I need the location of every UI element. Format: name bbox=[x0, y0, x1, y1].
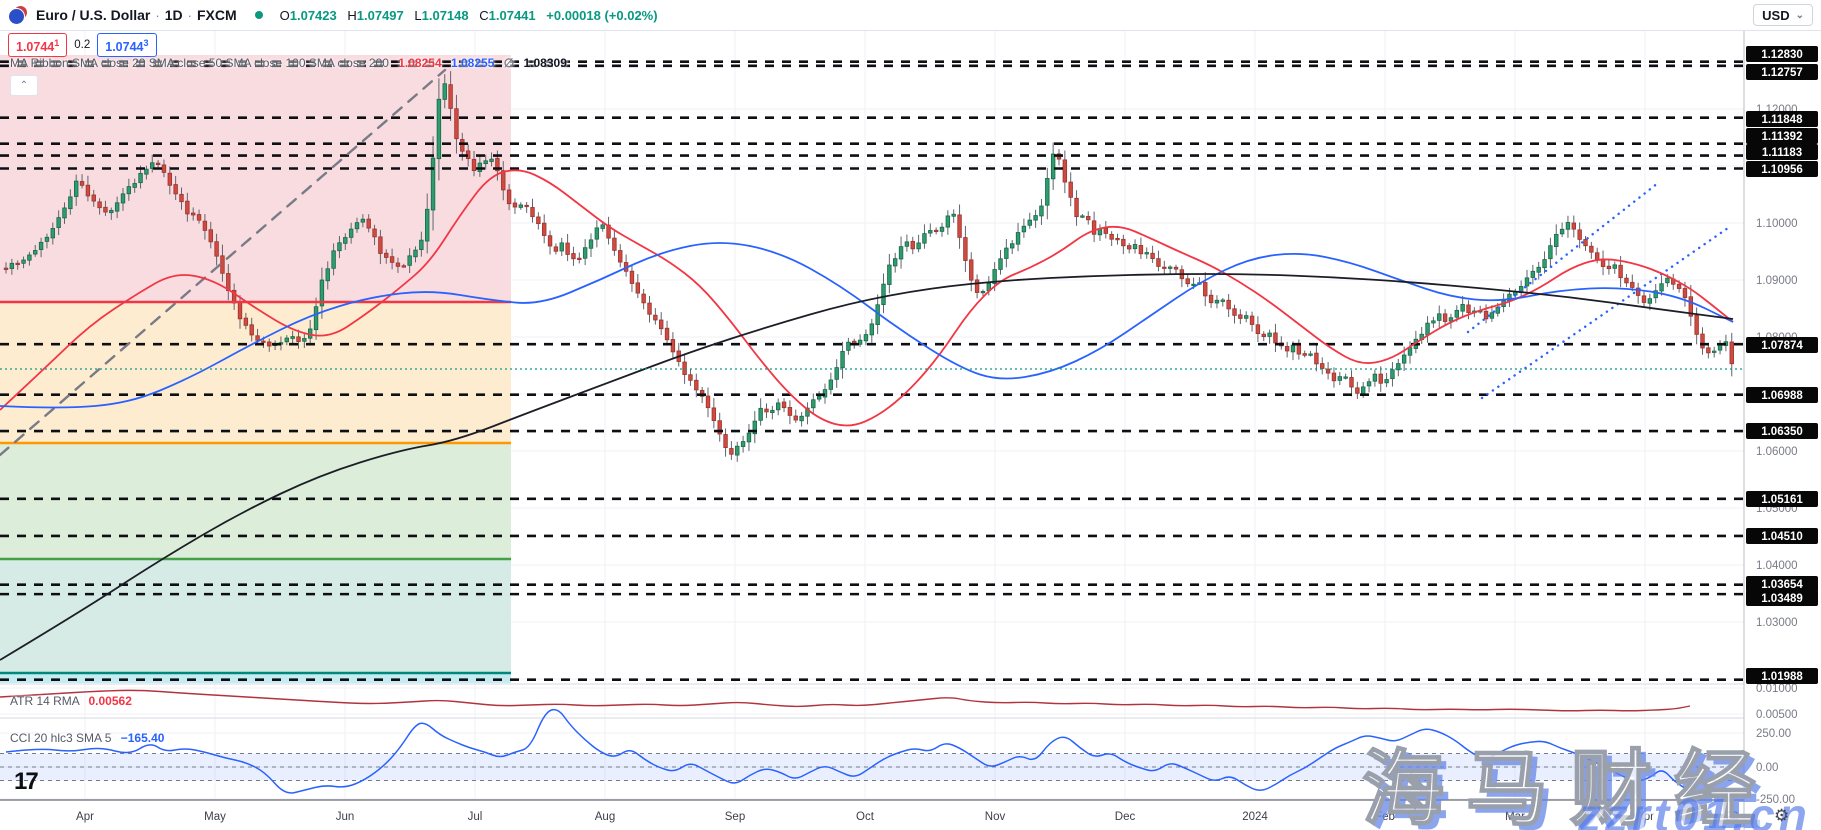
svg-text:0.00: 0.00 bbox=[1756, 762, 1778, 774]
low-value: 1.07148 bbox=[421, 7, 469, 23]
svg-text:Aug: Aug bbox=[595, 811, 615, 823]
svg-text:22: 22 bbox=[1726, 811, 1739, 823]
svg-text:0.01000: 0.01000 bbox=[1756, 683, 1798, 695]
currency-unit-button[interactable]: USD ⌄ bbox=[1753, 4, 1813, 26]
atr-legend[interactable]: ATR 14 RMA 0.00562 bbox=[10, 694, 132, 708]
currency-unit-label: USD bbox=[1762, 7, 1790, 23]
svg-text:2024: 2024 bbox=[1242, 811, 1268, 823]
svg-text:Sep: Sep bbox=[725, 811, 745, 823]
svg-text:0.00500: 0.00500 bbox=[1756, 709, 1798, 721]
sma50-value: 1.08255 bbox=[450, 56, 495, 70]
svg-text:1.10956: 1.10956 bbox=[1761, 164, 1803, 176]
market-open-dot-icon bbox=[254, 11, 263, 19]
svg-text:Dec: Dec bbox=[1115, 811, 1136, 823]
sell-price-button[interactable]: 1.07441 bbox=[8, 33, 68, 58]
svg-text:Jul: Jul bbox=[468, 811, 483, 823]
price-axis[interactable]: 1.120001.110001.100001.090001.080001.070… bbox=[1743, 30, 1821, 830]
svg-text:1.03489: 1.03489 bbox=[1761, 593, 1803, 605]
pane-separators[interactable] bbox=[0, 683, 1821, 801]
svg-text:-250.00: -250.00 bbox=[1756, 794, 1795, 806]
cci-title: CCI 20 hlc3 SMA 5 bbox=[10, 731, 112, 745]
gear-icon[interactable]: ⚙ bbox=[1774, 806, 1790, 825]
svg-text:250.00: 250.00 bbox=[1756, 728, 1791, 740]
buy-price-button[interactable]: 1.07443 bbox=[97, 33, 157, 58]
ma-ribbon-legend[interactable]: MA Ribbon SMA close 20 SMA close 50 SMA … bbox=[10, 56, 567, 70]
toolbar: Euro / U.S. Dollar · 1D · FXCM O1.07423 … bbox=[0, 0, 1821, 31]
svg-text:1.03654: 1.03654 bbox=[1761, 579, 1803, 591]
cci-pane bbox=[0, 708, 1744, 794]
change-value: +0.00018 (+0.02%) bbox=[546, 7, 658, 23]
atr-title: ATR 14 RMA bbox=[10, 694, 80, 708]
svg-text:1.03000: 1.03000 bbox=[1756, 617, 1798, 629]
sma200-value: 1.08309 bbox=[523, 56, 567, 70]
svg-text:1.10000: 1.10000 bbox=[1756, 218, 1798, 230]
svg-text:1.05161: 1.05161 bbox=[1761, 494, 1803, 506]
spread-value: 0.2 bbox=[74, 39, 91, 52]
svg-text:1.11392: 1.11392 bbox=[1762, 131, 1803, 143]
sma20-value: 1.08254 bbox=[398, 56, 442, 70]
svg-text:1.04000: 1.04000 bbox=[1756, 560, 1798, 572]
svg-text:1.09000: 1.09000 bbox=[1756, 275, 1798, 287]
svg-text:1.06350: 1.06350 bbox=[1761, 426, 1803, 438]
zone-boundary-lines[interactable] bbox=[0, 300, 511, 675]
svg-text:Apr: Apr bbox=[76, 811, 94, 823]
sma100-value: ∅ bbox=[503, 56, 515, 70]
ma-ribbon-params: SMA close 20 SMA close 50 SMA close 100 … bbox=[72, 56, 389, 70]
svg-text:Nov: Nov bbox=[985, 811, 1006, 823]
svg-text:1.11848: 1.11848 bbox=[1762, 114, 1804, 126]
svg-text:Oct: Oct bbox=[856, 811, 875, 823]
svg-text:1.12757: 1.12757 bbox=[1761, 67, 1803, 79]
svg-text:1.06988: 1.06988 bbox=[1761, 390, 1803, 402]
high-value: 1.07497 bbox=[356, 7, 404, 23]
price-level-lines[interactable] bbox=[0, 60, 1744, 681]
trendlines[interactable] bbox=[0, 68, 1730, 457]
close-label: C bbox=[479, 7, 489, 23]
svg-text:1.11183: 1.11183 bbox=[1762, 147, 1802, 159]
svg-text:Jun: Jun bbox=[336, 811, 355, 823]
svg-text:1.06000: 1.06000 bbox=[1756, 446, 1798, 458]
separator-dot: · bbox=[155, 7, 160, 23]
open-label: O bbox=[279, 7, 290, 23]
svg-text:1.07874: 1.07874 bbox=[1761, 340, 1803, 352]
high-label: H bbox=[347, 7, 357, 23]
support-resistance-zones[interactable] bbox=[0, 55, 511, 683]
svg-text:1.04510: 1.04510 bbox=[1761, 531, 1803, 543]
time-axis[interactable]: Apr May Jun Jul Aug Sep Oct Nov Dec 2024 Feb Mar Apr… bbox=[76, 811, 1738, 823]
symbol-pair-icon bbox=[8, 5, 28, 25]
quote-row: 1.07441 0.2 1.07443 bbox=[8, 33, 157, 58]
separator-dot: · bbox=[187, 7, 192, 23]
svg-text:1.01988: 1.01988 bbox=[1761, 671, 1803, 683]
atr-value: 0.00562 bbox=[88, 694, 132, 708]
cci-value: −165.40 bbox=[120, 731, 165, 745]
symbol-title[interactable]: Euro / U.S. Dollar bbox=[36, 7, 151, 23]
open-value: 1.07423 bbox=[289, 7, 337, 23]
svg-text:Mar: Mar bbox=[1505, 811, 1525, 823]
exchange-label[interactable]: FXCM bbox=[196, 7, 237, 23]
svg-text:1.12830: 1.12830 bbox=[1761, 49, 1803, 61]
tradingview-logo[interactable]: 17 bbox=[14, 768, 39, 795]
ma-ribbon-title: MA Ribbon bbox=[10, 56, 69, 70]
svg-text:Apr: Apr bbox=[1636, 811, 1654, 823]
cci-legend[interactable]: CCI 20 hlc3 SMA 5 −165.40 bbox=[10, 731, 164, 745]
moving-averages bbox=[0, 169, 1734, 661]
collapse-legend-button[interactable]: ⌃ bbox=[10, 75, 38, 96]
low-label: L bbox=[414, 7, 422, 23]
svg-text:Feb: Feb bbox=[1375, 811, 1395, 823]
svg-text:May: May bbox=[204, 811, 226, 823]
chevron-up-icon: ⌃ bbox=[19, 80, 29, 91]
timeframe-label[interactable]: 1D bbox=[164, 7, 183, 23]
ohlc-readout: O1.07423 H1.07497 L1.07148 C1.07441 +0.0… bbox=[273, 8, 658, 23]
chevron-down-icon: ⌄ bbox=[1795, 9, 1804, 21]
close-value: 1.07441 bbox=[488, 7, 536, 23]
atr-line bbox=[0, 689, 1691, 712]
